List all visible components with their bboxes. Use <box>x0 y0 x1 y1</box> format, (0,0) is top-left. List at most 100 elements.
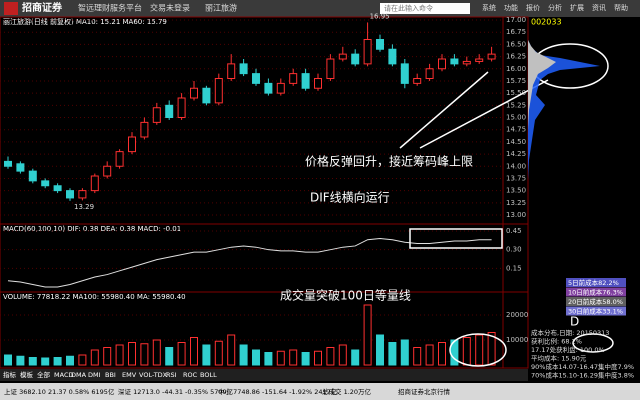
price-title: 丽江旅游(日线 前复权) MA10: 15.21 MA60: 15.79 <box>3 17 167 26</box>
candle-body <box>90 175 99 192</box>
y-tick-label: 13.75 <box>506 174 526 182</box>
menu-item[interactable]: 分析 <box>548 3 562 12</box>
status-item: 招商证券北京行情 <box>398 387 451 396</box>
y-tick-label: 0.30 <box>506 246 522 254</box>
tab[interactable]: DMA <box>71 371 87 379</box>
menu-item[interactable]: 系统 <box>482 3 496 12</box>
volume-bar <box>487 332 496 366</box>
candle-body <box>413 78 422 84</box>
tab[interactable]: BBI <box>105 371 116 379</box>
y-tick-label: 16.00 <box>506 65 526 73</box>
y-tick-label: 16.75 <box>506 28 526 36</box>
y-tick-label: 15.50 <box>506 89 526 97</box>
candle-body <box>78 190 87 199</box>
tab[interactable]: MACD <box>54 371 73 379</box>
candle-body <box>115 151 124 167</box>
menu-item[interactable]: 丽江旅游 <box>205 3 237 13</box>
volume-bar <box>289 349 298 366</box>
callouts <box>399 43 614 367</box>
status-item: 总成交 1.20万亿 <box>322 387 372 396</box>
cost-box-label: 10日前成本76.3% <box>568 288 623 297</box>
status-item: 深证 12713.0 -44.31 -0.35% 5799亿 <box>118 387 234 396</box>
volume-bar <box>202 344 211 366</box>
volume-bar <box>413 347 422 366</box>
tab[interactable]: ROC <box>183 371 198 379</box>
candle-body <box>227 63 236 79</box>
menu-item[interactable]: 扩展 <box>570 3 584 12</box>
volume-bar <box>140 343 149 366</box>
marker: D <box>570 315 579 329</box>
y-tick-label: 14.75 <box>506 126 526 134</box>
y-tick-label: 14.25 <box>506 150 526 158</box>
volume-bar <box>301 352 310 366</box>
menu-item[interactable]: 交易未登录 <box>150 3 190 13</box>
candle-body <box>103 165 112 177</box>
candle-body <box>202 87 211 104</box>
tab[interactable]: VOL-TDX <box>139 371 168 379</box>
chart-frame <box>0 16 529 369</box>
tab[interactable]: RSI <box>166 371 177 379</box>
candle-body <box>425 68 434 79</box>
candle-body <box>363 39 372 65</box>
logo: 招商证券 <box>22 1 63 14</box>
cost-info: 17.17处获利盘: 100.0% <box>531 345 605 354</box>
tab[interactable]: 全部 <box>37 370 51 379</box>
tab[interactable]: 模板 <box>20 370 34 379</box>
tab[interactable]: DMI <box>88 371 101 379</box>
dif-line <box>7 237 492 288</box>
volume-bar <box>190 337 198 366</box>
candle-body <box>41 180 50 187</box>
volume-bar <box>425 344 434 366</box>
y-tick-label: 13.25 <box>506 199 526 207</box>
tab[interactable]: EMV <box>122 371 137 379</box>
volume-bar <box>351 349 360 366</box>
candle-body <box>165 104 174 118</box>
y-tick-label: 15.00 <box>506 114 526 122</box>
volume-bar <box>128 342 136 366</box>
cost-info: 90%成本14.07-16.47集中度7.9% <box>531 362 634 371</box>
y-tick-label: 15.75 <box>506 77 526 85</box>
menu-item[interactable]: 功能 <box>504 3 518 12</box>
candle-body <box>338 53 347 60</box>
candle-body <box>252 73 260 84</box>
candle-body <box>376 39 384 50</box>
volume-bar <box>53 357 62 366</box>
candle-body <box>264 82 273 94</box>
volume-bar <box>28 357 37 366</box>
candle-body <box>276 82 285 94</box>
stock-code: 002033 <box>531 18 562 27</box>
menu-item[interactable]: 智远理财服务平台 <box>78 3 142 13</box>
logo-icon <box>4 2 18 15</box>
candle-body <box>475 58 484 62</box>
status-bar <box>0 383 640 400</box>
candle-body <box>314 78 322 89</box>
candle-body <box>462 60 471 65</box>
high-label: 16.95 <box>370 12 390 20</box>
cost-box <box>566 287 626 297</box>
candle-body <box>152 107 161 123</box>
volume-bar <box>4 354 12 366</box>
candle-body <box>400 63 409 84</box>
tab[interactable]: 指标 <box>3 370 17 379</box>
search-placeholder[interactable]: 请在此输入命令 <box>384 4 433 13</box>
candle-body <box>351 53 360 65</box>
tab[interactable]: BOLL <box>200 371 217 379</box>
volume-bar <box>66 355 74 366</box>
volume-bar <box>462 337 471 366</box>
volume-bar <box>338 344 347 366</box>
menu-item[interactable]: 资讯 <box>592 3 606 12</box>
candle-body <box>301 73 310 89</box>
candle-body <box>4 160 12 167</box>
volume-bar <box>78 354 87 366</box>
volume-bar <box>264 352 273 366</box>
cost-info: 获利比例: 68.2% <box>531 337 582 346</box>
volume-bar <box>276 350 285 366</box>
volume-bar <box>252 349 260 366</box>
volume-bar <box>227 334 236 366</box>
menu-item[interactable]: 报价 <box>526 3 540 12</box>
search-box[interactable] <box>380 3 470 14</box>
annotation: 价格反弹回升，接近筹码峰上限 <box>305 154 473 169</box>
cost-box-label: 5日前成本82.2% <box>568 278 619 287</box>
menu-item[interactable]: 帮助 <box>614 3 628 12</box>
